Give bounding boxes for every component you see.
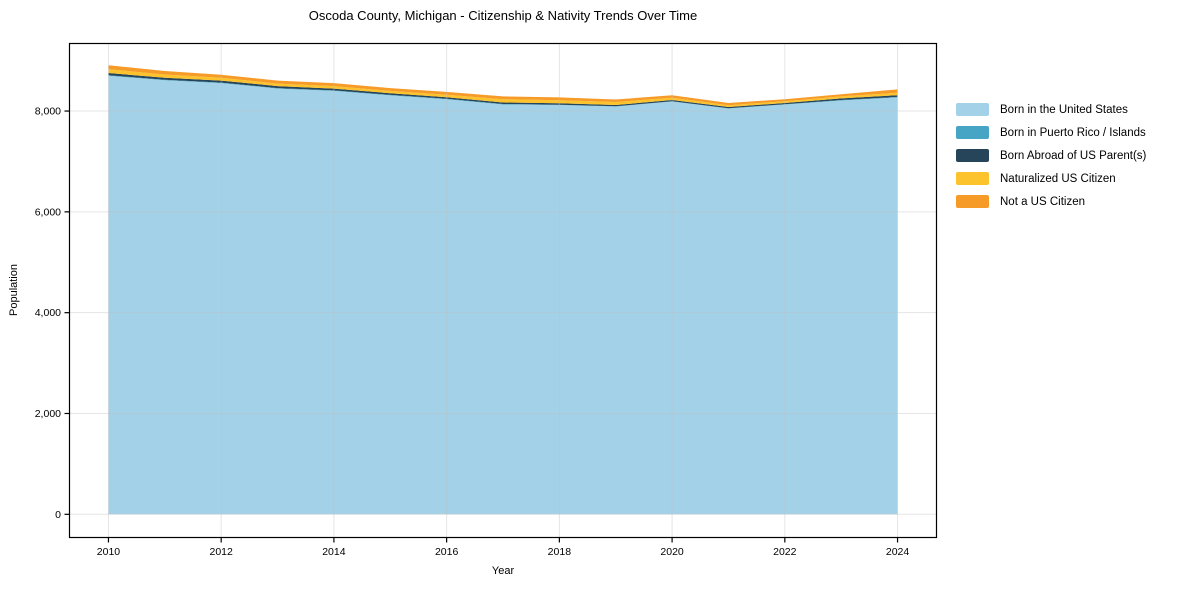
y-tick-label: 6,000 [35, 206, 61, 218]
legend-label: Not a US Citizen [1000, 195, 1086, 208]
legend-label: Born in the United States [1000, 103, 1128, 116]
x-tick-label: 2016 [435, 546, 459, 558]
x-tick-label: 2020 [660, 546, 684, 558]
legend-label: Born Abroad of US Parent(s) [1000, 149, 1147, 162]
legend-item-born-abroad-of-us-parent-s: Born Abroad of US Parent(s) [956, 149, 1146, 162]
legend-swatch [956, 195, 989, 208]
legend-label: Born in Puerto Rico / Islands [1000, 126, 1146, 139]
chart-title: Oscoda County, Michigan - Citizenship & … [308, 8, 698, 23]
area-born-in-the-united-states [108, 75, 898, 515]
x-tick-label: 2024 [886, 546, 910, 558]
legend-item-naturalized-us-citizen: Naturalized US Citizen [956, 172, 1146, 185]
x-tick-label: 2014 [322, 546, 346, 558]
plot-border [68, 42, 938, 539]
legend-swatch [956, 149, 989, 162]
x-tick-label: 2022 [773, 546, 797, 558]
legend-item-born-in-the-united-states: Born in the United States [956, 103, 1146, 116]
y-tick-label: 8,000 [35, 106, 61, 118]
area-naturalized-us-citizen [108, 69, 898, 107]
y-axis-title: Population [8, 264, 20, 316]
legend-item-not-a-us-citizen: Not a US Citizen [956, 195, 1146, 208]
x-tick-label: 2010 [97, 546, 121, 558]
legend-swatch [956, 172, 989, 185]
x-tick-label: 2012 [210, 546, 234, 558]
x-tick-label: 2018 [548, 546, 572, 558]
legend-swatch [956, 103, 989, 116]
legend-item-born-in-puerto-rico-islands: Born in Puerto Rico / Islands [956, 126, 1146, 139]
legend-swatch [956, 126, 989, 139]
legend-label: Naturalized US Citizen [1000, 172, 1116, 185]
x-axis-title: Year [491, 565, 515, 577]
legend: Born in the United States Born in Puerto … [956, 103, 1146, 208]
y-tick-label: 2,000 [35, 408, 61, 420]
y-tick-label: 4,000 [35, 307, 61, 319]
area-not-a-us-citizen [108, 65, 898, 106]
y-tick-label: 0 [55, 509, 61, 521]
